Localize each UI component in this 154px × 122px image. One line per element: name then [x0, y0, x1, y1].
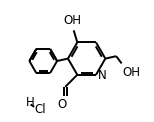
Text: N: N	[97, 69, 106, 82]
Text: H: H	[26, 96, 34, 108]
Text: Cl: Cl	[35, 103, 46, 116]
Text: O: O	[58, 98, 67, 111]
Text: OH: OH	[63, 14, 81, 27]
Text: OH: OH	[122, 66, 140, 79]
